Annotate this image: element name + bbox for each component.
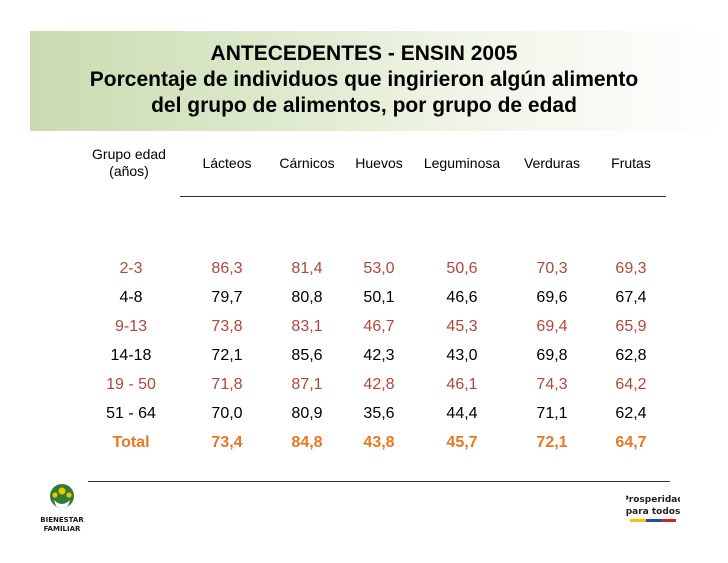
cell-huevos: 46,7 — [363, 318, 395, 335]
cell-leguminosa: 45,7 — [446, 434, 478, 451]
cell-age: Total — [112, 434, 150, 451]
cell-carnicos: 87,1 — [291, 376, 323, 393]
svg-text:FAMILIAR: FAMILIAR — [44, 525, 81, 533]
cell-carnicos: 83,1 — [291, 318, 323, 335]
cell-frutas: 62,4 — [615, 405, 647, 422]
cell-leguminosa: 45,3 — [446, 318, 478, 335]
cell-huevos: 35,6 — [363, 405, 395, 422]
header-age-line2: (años) — [109, 163, 149, 179]
cell-frutas: 64,2 — [615, 376, 647, 393]
cell-carnicos: 81,4 — [291, 260, 323, 277]
cell-carnicos: 80,9 — [291, 405, 323, 422]
svg-text:Prosperidad: Prosperidad — [626, 495, 680, 505]
title-line-2: Porcentaje de individuos que ingirieron … — [89, 68, 639, 91]
title-line-1: ANTECEDENTES - ENSIN 2005 — [210, 42, 518, 65]
prosperidad-para-todos-logo: Prosperidad para todos — [622, 488, 684, 528]
header-carnicos: Cárnicos — [279, 155, 335, 171]
cell-verduras: 72,1 — [536, 434, 568, 451]
cell-frutas: 65,9 — [615, 318, 647, 335]
cell-verduras: 70,3 — [536, 260, 568, 277]
header-verduras: Verduras — [523, 155, 581, 171]
cell-verduras: 71,1 — [536, 405, 568, 422]
cell-leguminosa: 46,1 — [446, 376, 478, 393]
bienestar-familiar-logo: BIENESTAR FAMILIAR — [38, 482, 86, 542]
svg-text:BIENESTAR: BIENESTAR — [40, 516, 84, 524]
cell-leguminosa: 43,0 — [446, 347, 478, 364]
cell-carnicos: 85,6 — [291, 347, 323, 364]
cell-verduras: 74,3 — [536, 376, 568, 393]
cell-age: 14-18 — [110, 347, 152, 364]
cell-huevos: 53,0 — [363, 260, 395, 277]
header-lacteos: Lácteos — [202, 155, 252, 171]
cell-lacteos: 73,8 — [211, 318, 243, 335]
cell-carnicos: 84,8 — [291, 434, 323, 451]
cell-lacteos: 79,7 — [211, 289, 243, 306]
footer-rule — [88, 481, 670, 482]
header-leguminosa: Leguminosa — [423, 155, 501, 171]
cell-huevos: 42,8 — [363, 376, 395, 393]
cell-lacteos: 73,4 — [211, 434, 243, 451]
cell-leguminosa: 44,4 — [446, 405, 478, 422]
cell-age: 19 - 50 — [106, 376, 156, 393]
header-age-line1: Grupo edad — [92, 146, 166, 162]
cell-carnicos: 80,8 — [291, 289, 323, 306]
cell-lacteos: 86,3 — [211, 260, 243, 277]
cell-age: 51 - 64 — [106, 405, 156, 422]
cell-huevos: 43,8 — [363, 434, 395, 451]
header-rule — [180, 196, 666, 197]
cell-age: 2-3 — [119, 260, 143, 277]
cell-age: 9-13 — [114, 318, 148, 335]
cell-verduras: 69,6 — [536, 289, 568, 306]
title-band — [30, 31, 728, 131]
cell-frutas: 69,3 — [615, 260, 647, 277]
cell-verduras: 69,8 — [536, 347, 568, 364]
cell-frutas: 62,8 — [615, 347, 647, 364]
cell-huevos: 50,1 — [363, 289, 395, 306]
cell-frutas: 64,7 — [615, 434, 647, 451]
header-huevos: Huevos — [355, 155, 403, 171]
cell-lacteos: 72,1 — [211, 347, 243, 364]
cell-lacteos: 71,8 — [211, 376, 243, 393]
header-age-group: Grupo edad (años) — [86, 146, 172, 180]
cell-age: 4-8 — [119, 289, 143, 306]
cell-leguminosa: 46,6 — [446, 289, 478, 306]
title-line-3: del grupo de alimentos, por grupo de eda… — [151, 94, 577, 117]
cell-verduras: 69,4 — [536, 318, 568, 335]
cell-huevos: 42,3 — [363, 347, 395, 364]
cell-leguminosa: 50,6 — [446, 260, 478, 277]
cell-frutas: 67,4 — [615, 289, 647, 306]
svg-text:para todos: para todos — [626, 507, 680, 517]
header-frutas: Frutas — [611, 155, 651, 171]
cell-lacteos: 70,0 — [211, 405, 243, 422]
